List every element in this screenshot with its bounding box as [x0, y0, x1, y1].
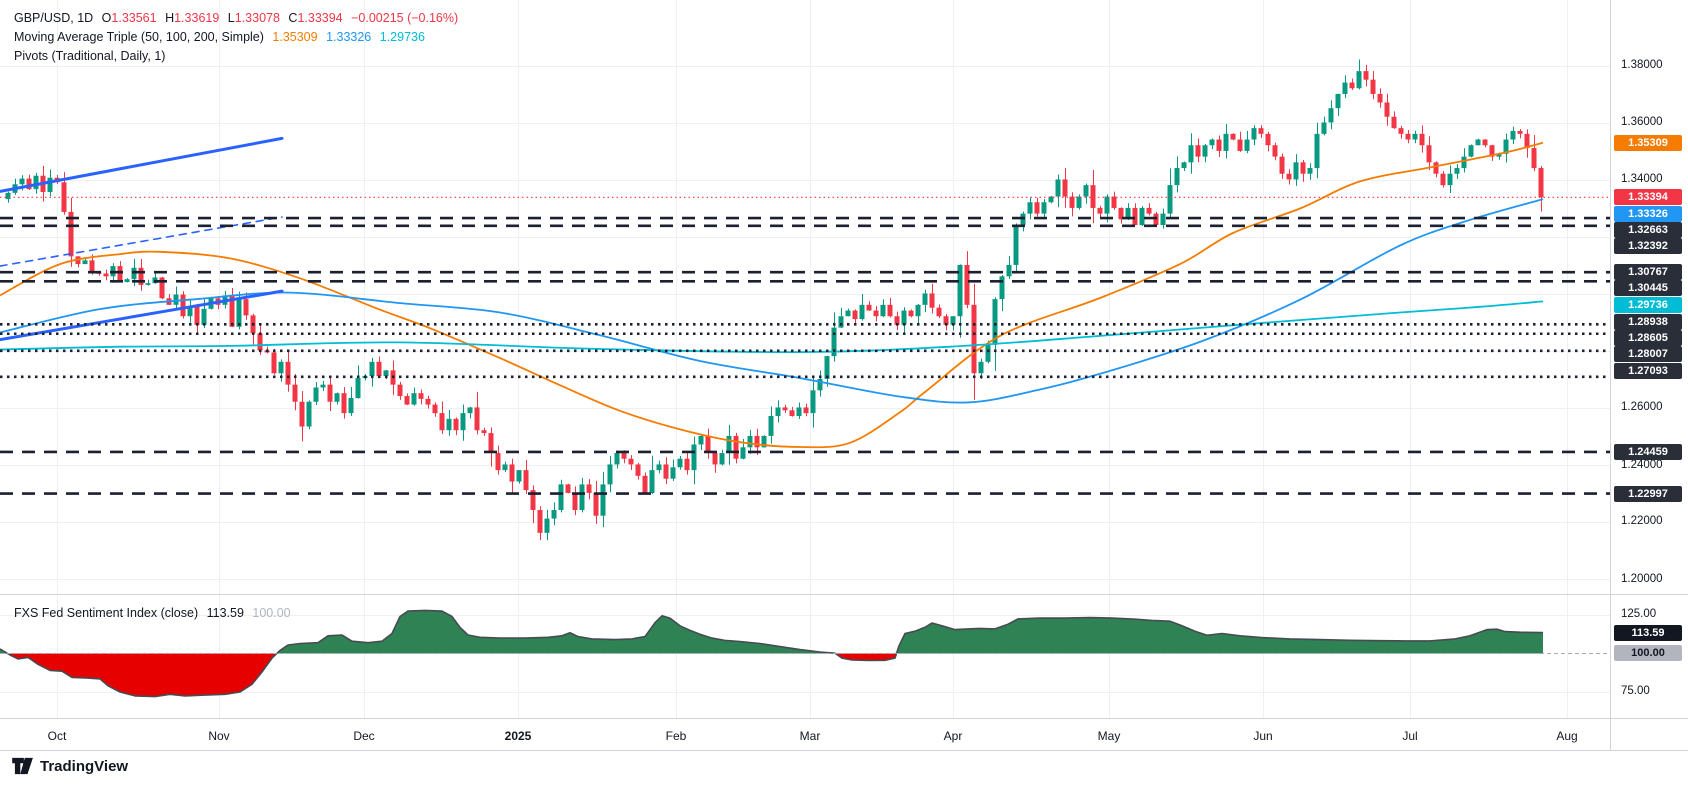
- price-badge: 100.00: [1614, 645, 1682, 661]
- ohlc-close-label: C: [288, 11, 298, 25]
- price-badge: 1.33326: [1614, 206, 1682, 222]
- time-scale[interactable]: Oct Nov Dec 2025 Feb Mar Apr May Jun Jul Aug: [0, 726, 1688, 750]
- ohlc-close-value: 1.33394: [297, 11, 343, 25]
- price-badge: 1.30445: [1614, 280, 1682, 296]
- trendline: [0, 136, 284, 193]
- pivots-indicator-label: Pivots (Traditional, Daily, 1): [14, 49, 166, 63]
- ma200-value: 1.29736: [379, 30, 425, 44]
- price-tick-label: 1.22000: [1621, 515, 1663, 527]
- price-badge: 113.59: [1614, 625, 1682, 641]
- tradingview-attribution[interactable]: TradingView: [12, 757, 128, 775]
- time-tick-label: Apr: [943, 729, 963, 743]
- sentiment-value: 113.59: [206, 606, 244, 620]
- legend-pivots-row[interactable]: Pivots (Traditional, Daily, 1): [14, 47, 463, 66]
- time-tick-label: Jun: [1253, 729, 1273, 743]
- time-tick-label: Feb: [665, 729, 687, 743]
- ohlc-low-label: L: [227, 11, 235, 25]
- price-tick-label: 1.36000: [1621, 116, 1663, 128]
- tradingview-logo-icon: [12, 757, 33, 775]
- legend-sentiment-row[interactable]: FXS Fed Sentiment Index (close) 113.59 1…: [14, 606, 296, 620]
- price-badge: 1.35309: [1614, 135, 1682, 151]
- price-badge: 1.22997: [1614, 486, 1682, 502]
- change-value: −0.00215 (−0.16%): [351, 11, 459, 25]
- sentiment-area-negative: [0, 653, 1543, 697]
- time-tick-label: Nov: [208, 729, 230, 743]
- price-tick-label: 1.20000: [1621, 573, 1663, 585]
- ma50-value: 1.35309: [272, 30, 318, 44]
- time-tick-label: Mar: [799, 729, 821, 743]
- price-badge: 1.27093: [1614, 363, 1682, 379]
- legend-symbol-row[interactable]: GBP/USD, 1D O1.33561 H1.33619 L1.33078 C…: [14, 9, 463, 28]
- price-tick-label: 1.24000: [1621, 459, 1663, 471]
- symbol-title[interactable]: GBP/USD, 1D: [14, 11, 94, 25]
- time-tick-label: Dec: [353, 729, 375, 743]
- price-scale[interactable]: 1.38000 1.36000 1.34000 1.26000 1.24000 1.220…: [1611, 0, 1688, 752]
- ohlc-low-value: 1.33078: [234, 11, 280, 25]
- time-tick-label: Oct: [47, 729, 67, 743]
- price-badge: 1.28007: [1614, 346, 1682, 362]
- ohlc-high-label: H: [165, 11, 175, 25]
- tradingview-brand-text: TradingView: [40, 757, 129, 775]
- price-badge: 1.32663: [1614, 222, 1682, 238]
- ohlc-high-value: 1.33619: [174, 11, 220, 25]
- price-badge: 1.24459: [1614, 444, 1682, 460]
- sentiment-indicator-label: FXS Fed Sentiment Index (close): [14, 606, 199, 620]
- ma-line: [0, 141, 1544, 449]
- price-badge: 1.28605: [1614, 330, 1682, 346]
- price-tick-label: 75.00: [1621, 685, 1650, 697]
- ohlc-open-value: 1.33561: [111, 11, 157, 25]
- price-tick-label: 1.34000: [1621, 173, 1663, 185]
- price-badge: 1.30767: [1614, 264, 1682, 280]
- trendline: [0, 289, 284, 342]
- price-tick-label: 1.38000: [1621, 59, 1663, 71]
- time-tick-label: Jul: [1402, 729, 1418, 743]
- ma100-value: 1.33326: [326, 30, 372, 44]
- sentiment-baseline-value: 100.00: [252, 606, 291, 620]
- legend-main: GBP/USD, 1D O1.33561 H1.33619 L1.33078 C…: [14, 9, 463, 66]
- pane-separators: [0, 0, 1688, 751]
- trendline: [0, 216, 283, 267]
- price-tick-label: 1.26000: [1621, 401, 1663, 413]
- ma-indicator-label: Moving Average Triple (50, 100, 200, Sim…: [14, 30, 264, 44]
- time-tick-label: 2025: [504, 729, 532, 743]
- time-tick-label: May: [1097, 729, 1121, 743]
- price-tick-label: 125.00: [1621, 608, 1657, 620]
- sentiment-line: [0, 609, 1544, 698]
- price-badge: 1.28938: [1614, 314, 1682, 330]
- ohlc-open-label: O: [101, 11, 112, 25]
- candles: [5, 59, 1544, 541]
- time-tick-label: Aug: [1556, 729, 1578, 743]
- price-badge: 1.33394: [1614, 189, 1682, 205]
- price-badge: 1.29736: [1614, 297, 1682, 313]
- price-badge: 1.32392: [1614, 238, 1682, 254]
- price-pane: [0, 59, 1610, 541]
- legend-ma-row[interactable]: Moving Average Triple (50, 100, 200, Sim…: [14, 28, 463, 47]
